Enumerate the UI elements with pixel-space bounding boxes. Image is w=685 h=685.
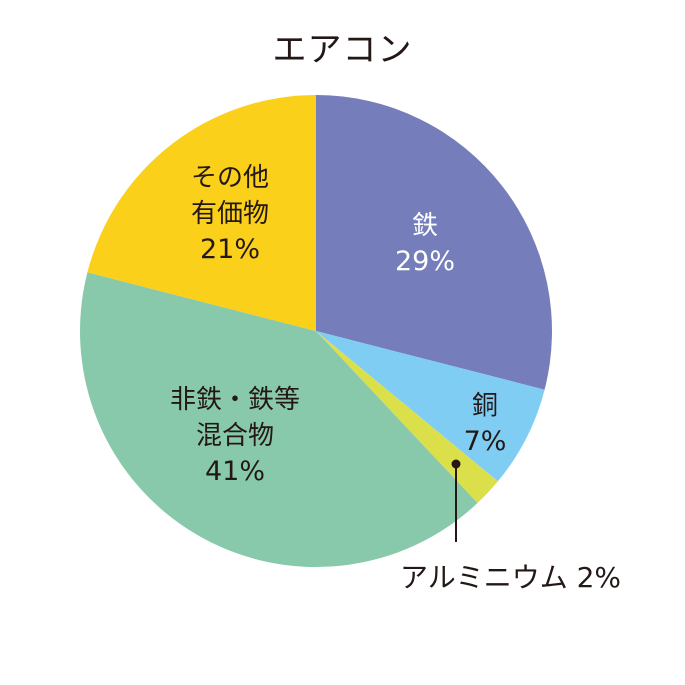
label-mixed: 非鉄・鉄等 混合物 41%: [150, 382, 320, 490]
label-other-line2: 有価物: [190, 199, 269, 229]
label-other-pct: 21%: [199, 234, 260, 265]
pie-slice: [316, 331, 498, 504]
label-iron: 鉄 29%: [370, 208, 480, 280]
label-mixed-line2: 混合物: [195, 421, 274, 451]
pie-slice: [316, 95, 552, 390]
pie-slice: [79, 272, 478, 567]
label-copper-name: 銅: [471, 391, 498, 421]
pie-slice: [87, 95, 317, 331]
label-mixed-pct: 41%: [204, 456, 265, 487]
pie-slices: [79, 95, 552, 567]
label-copper-pct: 7%: [463, 426, 507, 457]
label-mixed-line1: 非鉄・鉄等: [169, 385, 300, 415]
chart-title: エアコン: [272, 30, 413, 70]
label-aluminium: アルミニウム 2%: [400, 561, 622, 594]
label-iron-pct: 29%: [394, 246, 455, 277]
label-other-line1: その他: [190, 163, 269, 193]
label-copper: 銅 7%: [440, 388, 530, 460]
pie-slice: [316, 331, 545, 482]
label-iron-name: 鉄: [411, 211, 438, 241]
label-other: その他 有価物 21%: [160, 160, 300, 268]
